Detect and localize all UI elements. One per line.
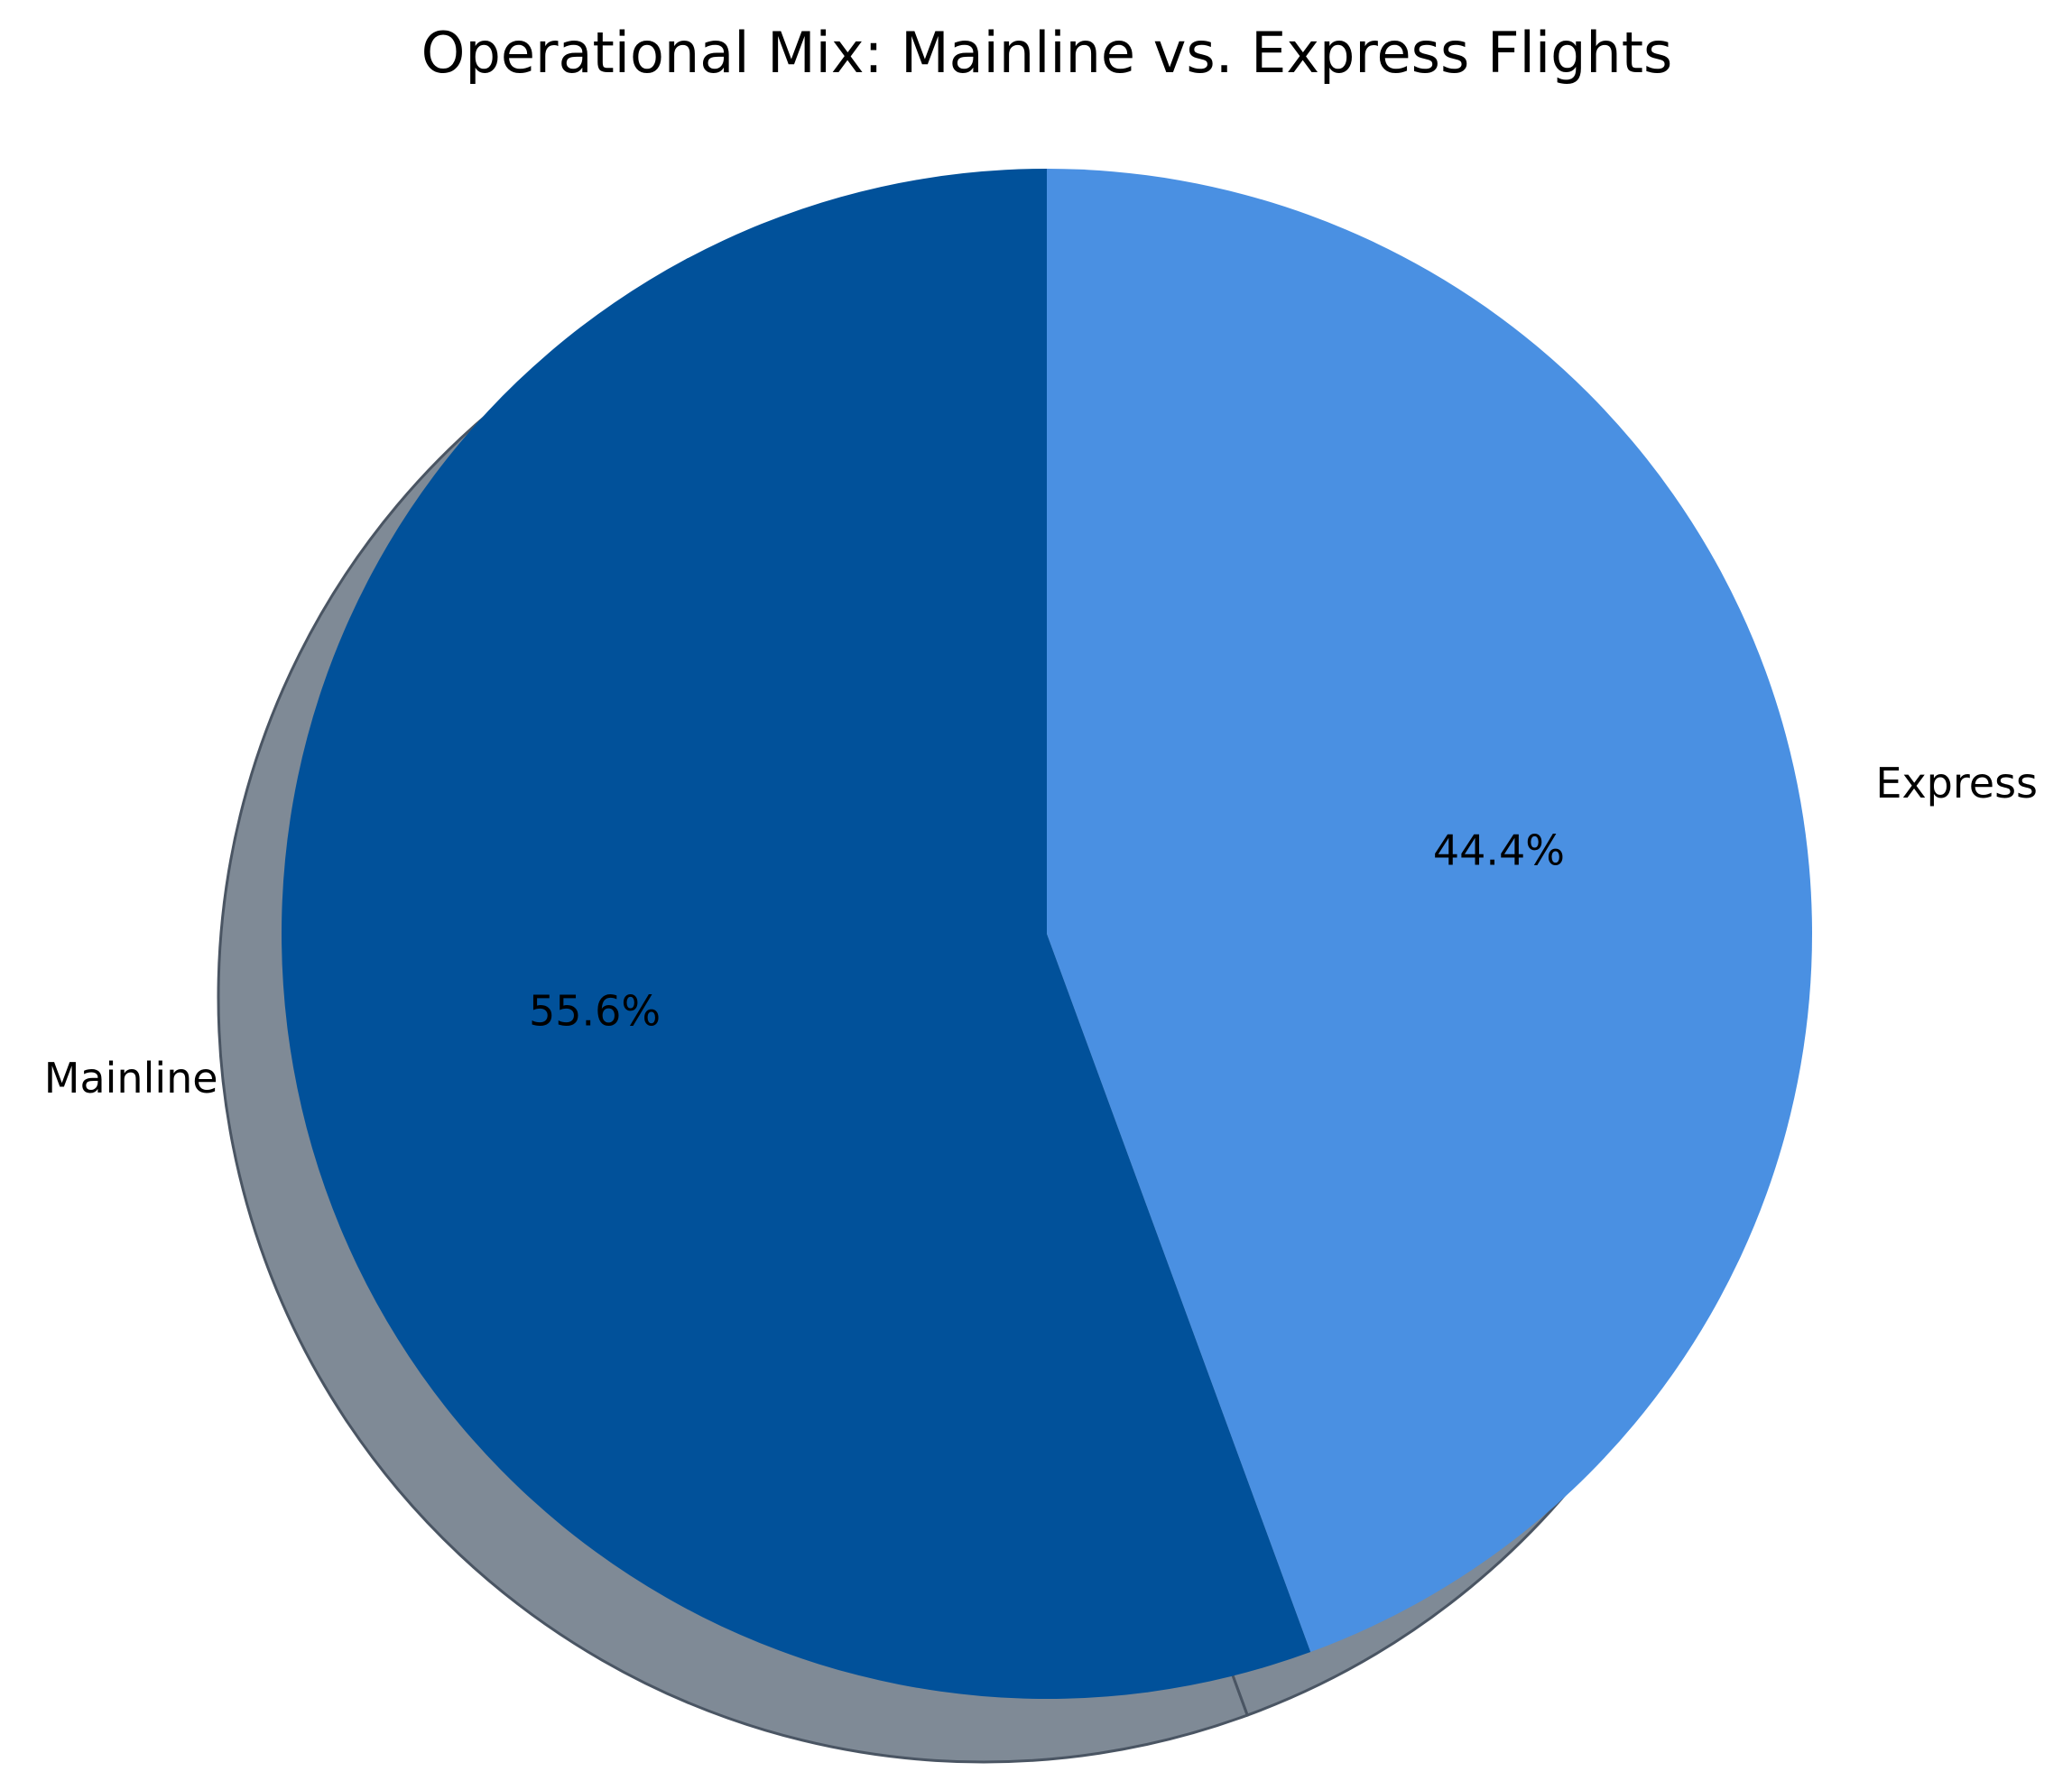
pct-label-mainline: 55.6% [529,987,661,1036]
pie-labels-layer: Mainline 55.6% Express 44.4% [44,759,2038,1103]
pie-slices-layer [281,168,1812,1699]
pie-slice-express [1047,168,1812,1653]
chart-title: Operational Mix: Mainline vs. Express Fl… [421,20,1673,86]
pct-label-express: 44.4% [1433,826,1565,874]
pie-slice-mainline [281,169,1311,1699]
slice-label-express: Express [1875,759,2038,807]
slice-label-mainline: Mainline [44,1054,218,1103]
